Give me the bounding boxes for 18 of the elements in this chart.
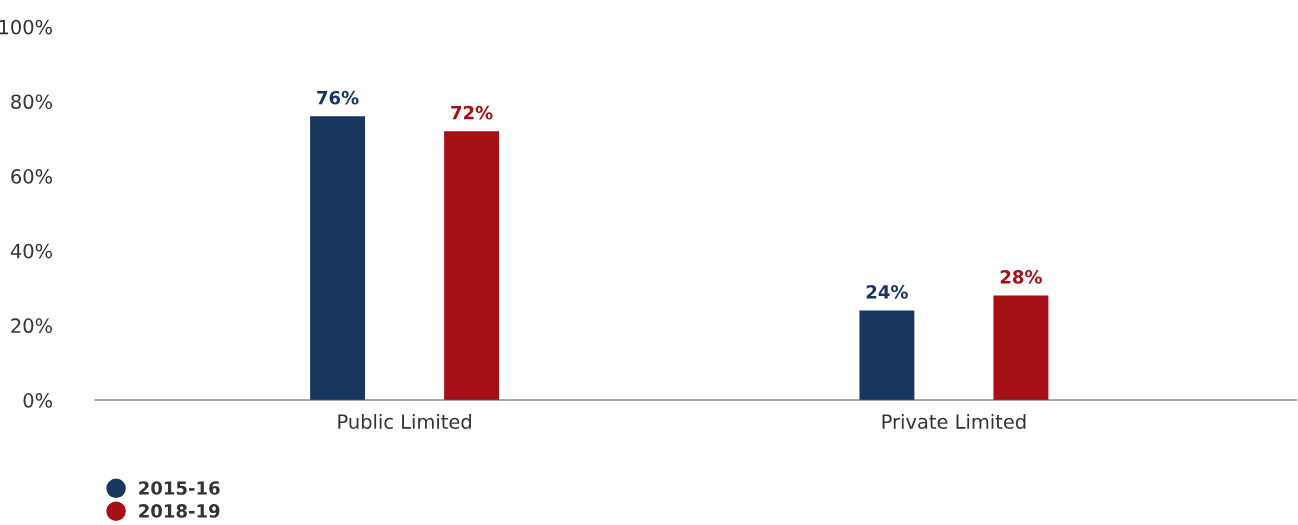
data-label: 28% bbox=[1000, 270, 1042, 284]
bar bbox=[859, 310, 915, 401]
data-label: 72% bbox=[451, 105, 493, 120]
y-tick-label: 40% bbox=[10, 243, 53, 259]
y-tick-label: 100% bbox=[0, 19, 53, 35]
bar bbox=[310, 116, 366, 401]
y-tick-label: 20% bbox=[11, 318, 53, 334]
bar bbox=[993, 295, 1049, 401]
y-tick-label: 0% bbox=[23, 393, 53, 408]
x-tick-label: Public Limited bbox=[338, 413, 471, 429]
legend-label: 2015-16 bbox=[139, 481, 220, 495]
data-label: 76% bbox=[317, 90, 359, 105]
x-tick-label: Private Limited bbox=[882, 413, 1026, 429]
legend-label: 2018-19 bbox=[139, 504, 220, 518]
bar bbox=[444, 131, 500, 401]
data-label: 24% bbox=[866, 284, 908, 299]
y-tick-label: 60% bbox=[11, 169, 53, 184]
y-tick-label: 80% bbox=[11, 94, 53, 110]
